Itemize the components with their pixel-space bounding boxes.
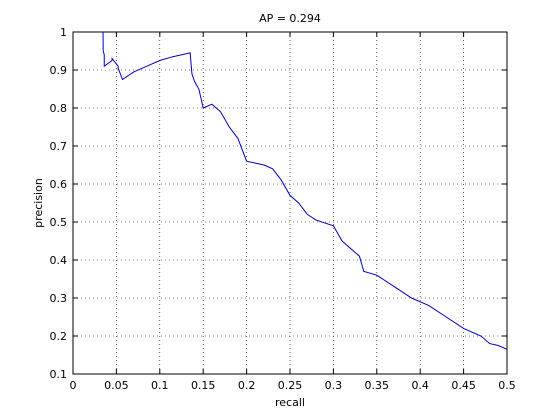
y-axis-label: precision [32, 178, 45, 228]
x-tick-label: 0.5 [498, 379, 516, 392]
y-tick-label: 0.6 [50, 178, 68, 191]
y-tick-label: 0.4 [50, 254, 68, 267]
x-tick-label: 0.2 [238, 379, 256, 392]
x-tick-label: 0.3 [325, 379, 343, 392]
x-tick-label: 0.1 [151, 379, 169, 392]
x-tick-label: 0.45 [451, 379, 476, 392]
y-tick-label: 0.3 [50, 292, 68, 305]
plot-frame [72, 31, 508, 375]
y-tick-label: 0.8 [50, 102, 68, 115]
y-tick-label: 0.5 [50, 216, 68, 229]
x-tick-label: 0.25 [278, 379, 303, 392]
chart-title: AP = 0.294 [259, 12, 321, 25]
x-tick-label: 0.05 [104, 379, 129, 392]
y-tick-label: 1 [60, 26, 67, 39]
x-axis-label: recall [275, 396, 305, 409]
y-tick-label: 0.9 [50, 64, 68, 77]
y-tick-label: 0.2 [50, 330, 68, 343]
y-tick-label: 0.1 [50, 368, 68, 381]
x-tick-label: 0.35 [365, 379, 390, 392]
x-tick-label: 0 [70, 379, 77, 392]
x-tick-label: 0.15 [191, 379, 216, 392]
pr-curve [102, 31, 508, 350]
y-tick-label: 0.7 [50, 140, 68, 153]
x-tick-label: 0.4 [411, 379, 429, 392]
